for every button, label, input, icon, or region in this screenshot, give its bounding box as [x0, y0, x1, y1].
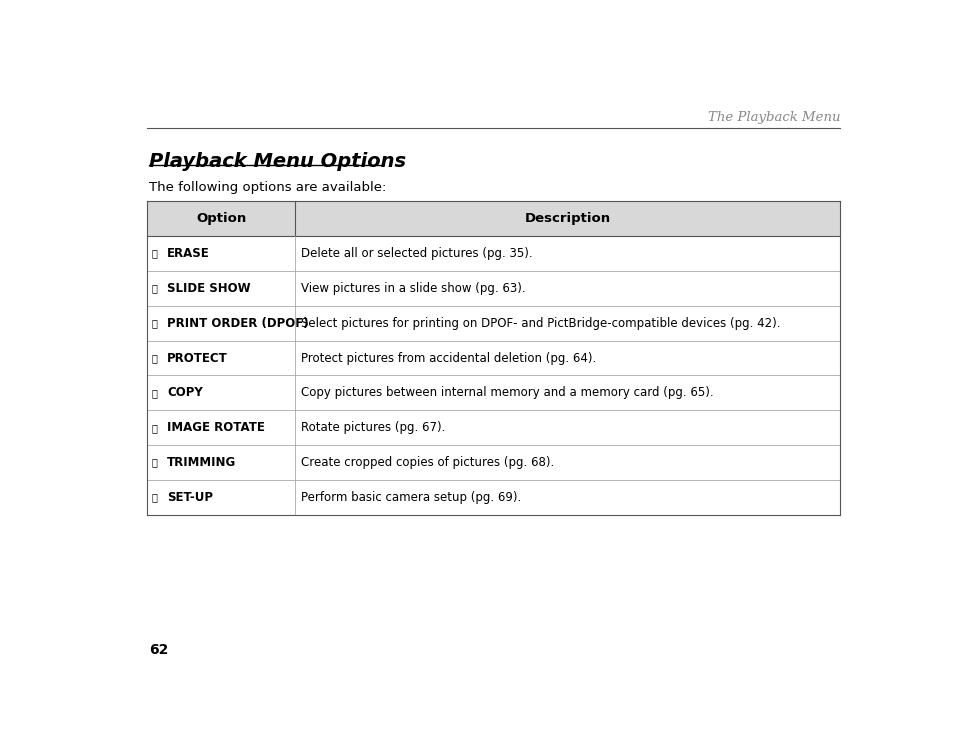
Text: IMAGE ROTATE: IMAGE ROTATE — [167, 421, 265, 434]
Text: Select pictures for printing on DPOF- and PictBridge-compatible devices (pg. 42): Select pictures for printing on DPOF- an… — [301, 316, 780, 330]
Text: The Playback Menu: The Playback Menu — [707, 111, 840, 124]
Text: Copy pictures between internal memory and a memory card (pg. 65).: Copy pictures between internal memory an… — [301, 387, 713, 399]
Text: Description: Description — [524, 212, 610, 225]
Text: The following options are available:: The following options are available: — [149, 180, 386, 194]
Text: ERASE: ERASE — [167, 247, 210, 260]
Text: Ⓡ: Ⓡ — [151, 353, 156, 363]
Text: Create cropped copies of pictures (pg. 68).: Create cropped copies of pictures (pg. 6… — [301, 456, 554, 469]
Text: Perform basic camera setup (pg. 69).: Perform basic camera setup (pg. 69). — [301, 491, 521, 504]
Text: Ⓢ: Ⓢ — [151, 283, 156, 293]
Text: SET-UP: SET-UP — [167, 491, 213, 504]
Text: Option: Option — [196, 212, 246, 225]
Text: SLIDE SHOW: SLIDE SHOW — [167, 282, 251, 294]
Text: Protect pictures from accidental deletion (pg. 64).: Protect pictures from accidental deletio… — [301, 352, 596, 365]
Bar — [147, 201, 840, 236]
Text: PRINT ORDER (DPOF): PRINT ORDER (DPOF) — [167, 316, 309, 330]
Text: Ⓠ: Ⓠ — [151, 492, 156, 503]
Text: PROTECT: PROTECT — [167, 352, 228, 365]
Text: Ⓟ: Ⓟ — [151, 318, 156, 328]
Text: 62: 62 — [149, 643, 168, 658]
Text: Playback Menu Options: Playback Menu Options — [149, 152, 406, 171]
Text: TRIMMING: TRIMMING — [167, 456, 236, 469]
Text: Ⓜ: Ⓜ — [151, 423, 156, 433]
Text: Ⓜ: Ⓜ — [151, 248, 156, 258]
Text: Ⓢ: Ⓢ — [151, 458, 156, 467]
Text: COPY: COPY — [167, 387, 203, 399]
Text: View pictures in a slide show (pg. 63).: View pictures in a slide show (pg. 63). — [301, 282, 525, 294]
Text: Ⓢ: Ⓢ — [151, 388, 156, 398]
Text: Rotate pictures (pg. 67).: Rotate pictures (pg. 67). — [301, 421, 445, 434]
Text: Delete all or selected pictures (pg. 35).: Delete all or selected pictures (pg. 35)… — [301, 247, 532, 260]
